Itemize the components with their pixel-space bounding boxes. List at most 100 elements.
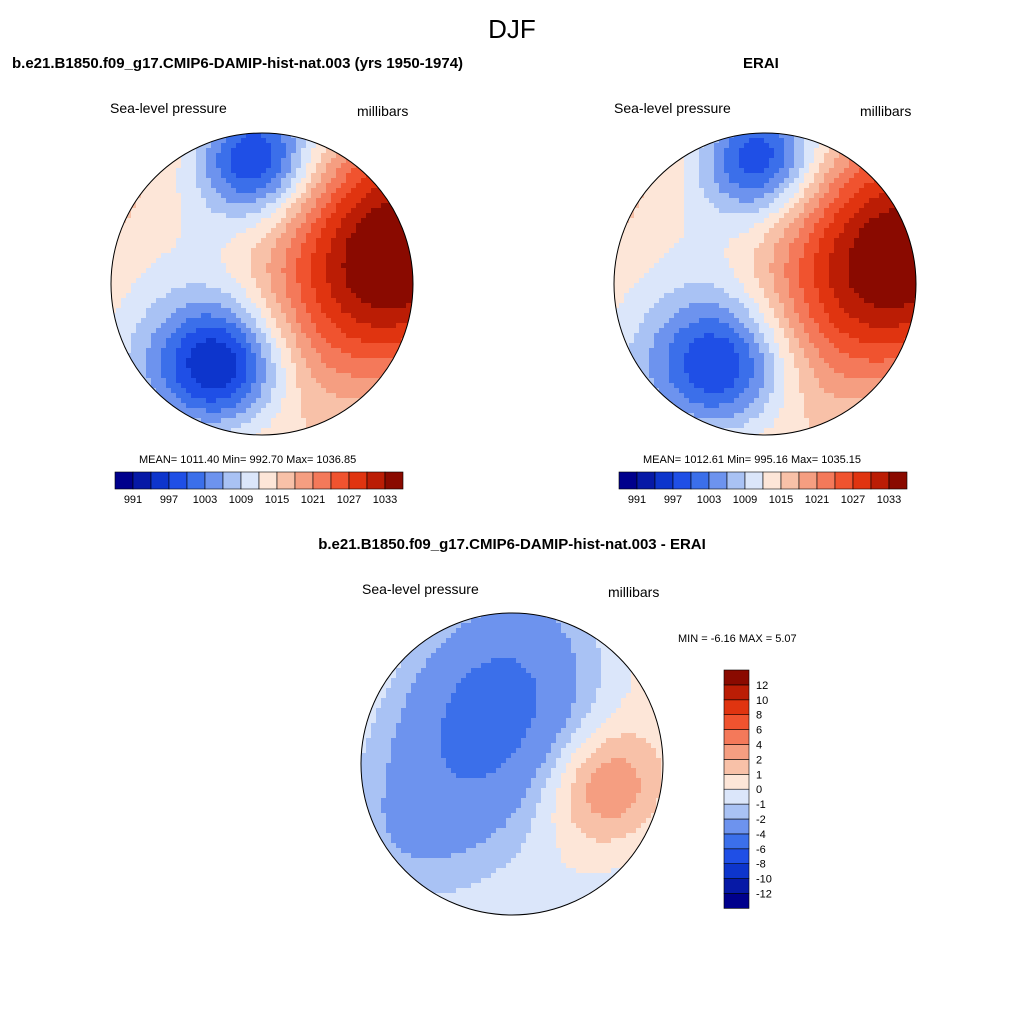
field-cell [679, 193, 685, 199]
field-cell [874, 303, 880, 309]
field-cell [256, 433, 262, 435]
field-cell [754, 233, 760, 239]
field-cell [704, 178, 710, 184]
field-cell [246, 283, 252, 289]
field-cell [271, 313, 277, 319]
field-cell [226, 238, 232, 244]
field-cell [241, 158, 247, 164]
field-cell [744, 183, 750, 189]
field-cell [351, 183, 357, 189]
field-cell [376, 263, 382, 269]
field-cell [151, 378, 157, 384]
field-cell [206, 288, 212, 294]
field-cell [236, 223, 242, 229]
field-cell [784, 263, 790, 269]
field-cell [649, 263, 655, 269]
field-cell [376, 323, 382, 329]
panel-2-title: ERAI [743, 55, 779, 72]
field-cell [749, 308, 755, 314]
field-cell [401, 268, 407, 274]
field-cell [634, 213, 640, 219]
field-cell [799, 278, 805, 284]
field-cell [824, 138, 830, 144]
field-cell [804, 228, 810, 234]
field-cell [724, 218, 730, 224]
field-cell [111, 258, 117, 264]
field-cell [206, 183, 212, 189]
field-cell [191, 193, 197, 199]
field-cell [171, 343, 177, 349]
field-cell [186, 208, 192, 214]
field-cell [291, 318, 297, 324]
field-cell [719, 153, 725, 159]
field-cell [729, 293, 735, 299]
field-cell [679, 158, 685, 164]
field-cell [256, 148, 262, 154]
field-cell [879, 278, 885, 284]
field-cell [211, 398, 217, 404]
field-cell [306, 253, 312, 259]
field-cell [341, 163, 347, 169]
field-cell [854, 288, 860, 294]
field-cell [166, 393, 172, 399]
field-cell [824, 283, 830, 289]
field-cell [356, 223, 362, 229]
field-cell [844, 163, 850, 169]
field-cell [226, 258, 232, 264]
field-cell [201, 153, 207, 159]
field-cell [749, 183, 755, 189]
field-cell [191, 233, 197, 239]
field-cell [331, 398, 337, 404]
field-cell [391, 303, 397, 309]
field-cell [814, 153, 820, 159]
field-cell [221, 153, 227, 159]
field-cell [246, 293, 252, 299]
field-cell [814, 228, 820, 234]
field-cell [291, 423, 297, 429]
field-cell [794, 188, 800, 194]
field-cell [789, 268, 795, 274]
field-cell [336, 243, 342, 249]
field-cell [684, 148, 690, 154]
field-cell [146, 323, 152, 329]
field-cell [226, 163, 232, 169]
field-cell [221, 433, 227, 435]
field-cell [724, 178, 730, 184]
field-cell [311, 173, 317, 179]
field-cell [679, 203, 685, 209]
field-cell [719, 253, 725, 259]
field-cell [216, 323, 222, 329]
field-cell [231, 308, 237, 314]
field-cell [381, 313, 387, 319]
field-cell [211, 148, 217, 154]
field-cell [166, 293, 172, 299]
field-cell [346, 293, 352, 299]
field-cell [131, 223, 137, 229]
field-cell [151, 258, 157, 264]
field-cell [391, 213, 397, 219]
field-cell [779, 193, 785, 199]
field-cell [844, 253, 850, 259]
field-cell [719, 163, 725, 169]
field-cell [386, 253, 392, 259]
field-cell [644, 283, 650, 289]
field-cell [161, 323, 167, 329]
field-cell [619, 218, 625, 224]
field-cell [291, 313, 297, 319]
field-cell [281, 313, 287, 319]
field-cell [764, 178, 770, 184]
field-cell [834, 268, 840, 274]
field-cell [171, 203, 177, 209]
field-cell [326, 213, 332, 219]
field-cell [769, 208, 775, 214]
field-cell [849, 278, 855, 284]
field-cell [256, 318, 262, 324]
field-cell [281, 198, 287, 204]
field-cell [659, 293, 665, 299]
field-cell [331, 393, 337, 399]
field-cell [286, 183, 292, 189]
field-cell [196, 138, 202, 144]
field-cell [226, 348, 232, 354]
panel-3-stats: MIN = -6.16 MAX = 5.07 [678, 633, 797, 645]
field-cell [624, 233, 630, 239]
